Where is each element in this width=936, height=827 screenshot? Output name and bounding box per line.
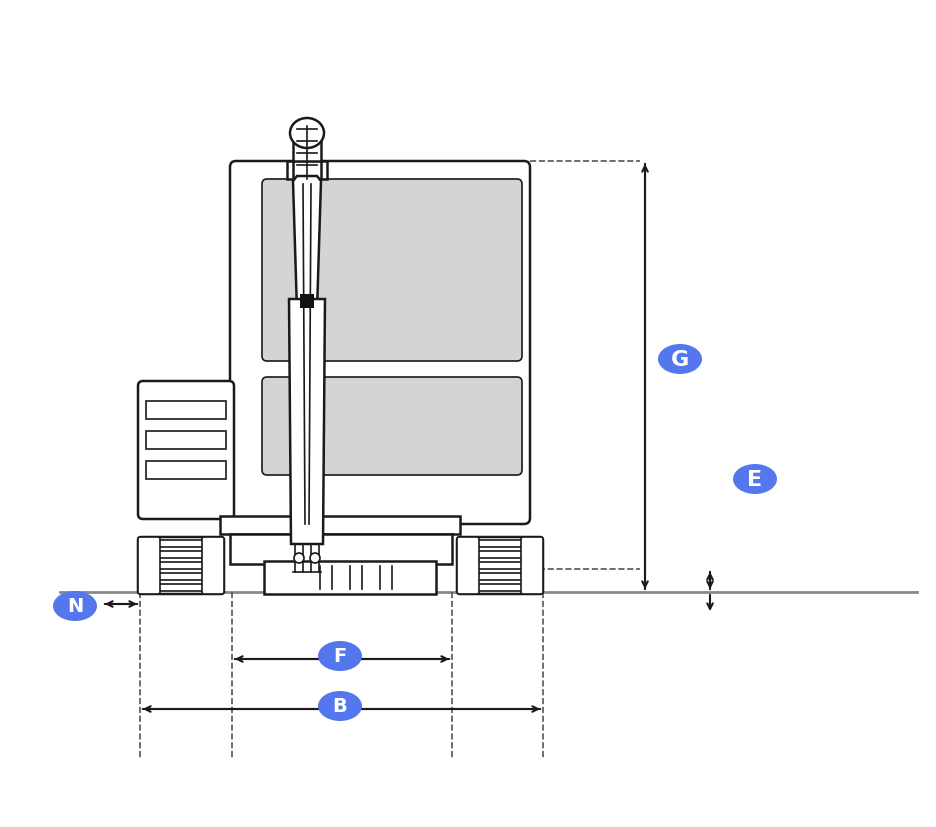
Circle shape (310, 553, 320, 563)
FancyBboxPatch shape (229, 162, 530, 524)
Text: F: F (333, 647, 346, 666)
Bar (264, 562, 435, 595)
FancyBboxPatch shape (202, 538, 224, 595)
Bar (146, 432, 226, 449)
Bar (460, 573, 539, 581)
Bar (460, 585, 539, 591)
Bar (140, 540, 221, 547)
Ellipse shape (317, 691, 361, 721)
Ellipse shape (657, 345, 701, 375)
Polygon shape (288, 299, 325, 544)
Ellipse shape (732, 465, 776, 495)
FancyBboxPatch shape (262, 378, 521, 476)
Circle shape (294, 553, 303, 563)
Bar (229, 534, 451, 564)
Bar (146, 461, 226, 480)
Text: B: B (332, 696, 347, 715)
Ellipse shape (53, 591, 97, 621)
Polygon shape (293, 177, 321, 539)
FancyBboxPatch shape (457, 538, 543, 595)
FancyBboxPatch shape (457, 538, 478, 595)
Bar (140, 562, 221, 569)
Bar (140, 552, 221, 558)
Bar (460, 552, 539, 558)
FancyBboxPatch shape (138, 538, 224, 595)
Text: E: E (747, 470, 762, 490)
FancyBboxPatch shape (262, 179, 521, 361)
FancyBboxPatch shape (520, 538, 543, 595)
Text: G: G (670, 350, 688, 370)
Bar (140, 585, 221, 591)
Bar (140, 573, 221, 581)
Bar (220, 516, 460, 534)
Ellipse shape (289, 119, 324, 149)
FancyBboxPatch shape (138, 381, 234, 519)
Bar (146, 402, 226, 419)
FancyBboxPatch shape (138, 538, 160, 595)
Polygon shape (286, 131, 327, 179)
Ellipse shape (317, 641, 361, 672)
Bar (300, 294, 314, 308)
Bar (460, 562, 539, 569)
Text: N: N (66, 597, 83, 616)
Bar (460, 540, 539, 547)
